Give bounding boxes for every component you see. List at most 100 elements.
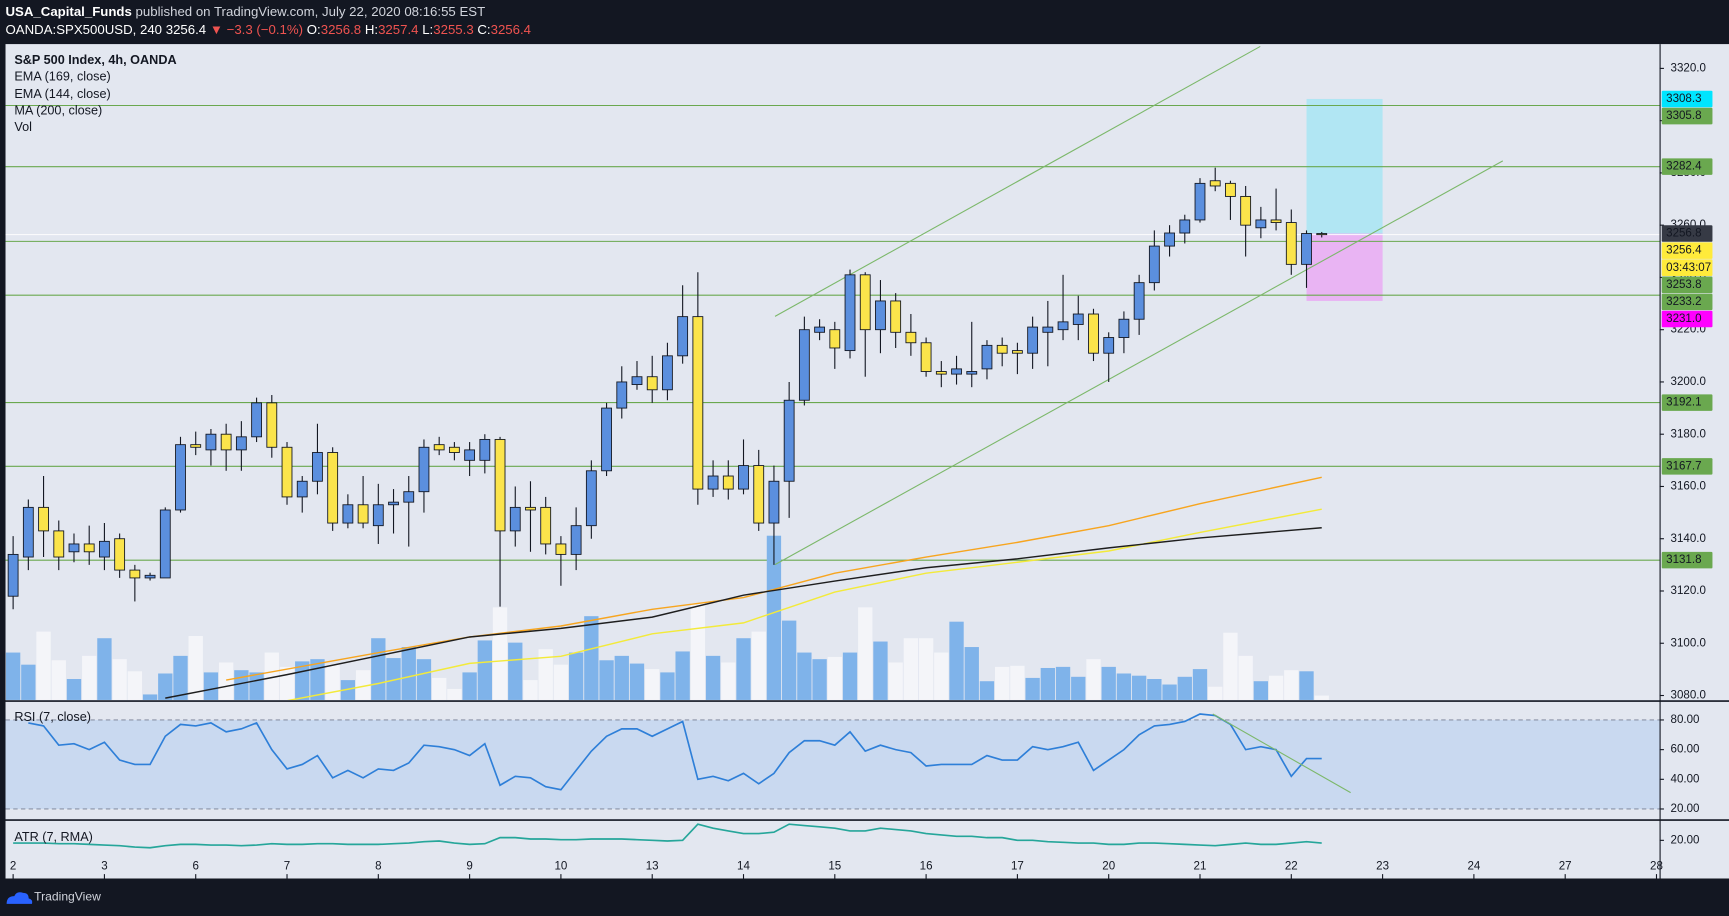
y-tick-label: 40.00 <box>1671 773 1700 785</box>
candle-body <box>875 300 886 331</box>
volume-bar <box>142 694 158 700</box>
volume-bar <box>416 659 432 700</box>
candle-body <box>935 371 947 375</box>
candle-body <box>159 509 171 579</box>
candle-body <box>859 274 871 331</box>
footer <box>0 878 1729 916</box>
candle-body <box>722 475 734 490</box>
volume-bar <box>462 672 477 700</box>
candle-body <box>494 438 506 532</box>
x-tick-label: 24 <box>1467 860 1480 872</box>
volume-bar <box>1086 659 1101 700</box>
x-tick-label: 22 <box>1285 860 1298 872</box>
price-label-box <box>1661 293 1713 311</box>
volume-bar <box>751 631 766 700</box>
volume-bar <box>386 658 401 700</box>
volume-bar <box>340 680 356 700</box>
volume-bar <box>918 638 934 700</box>
logo-icon <box>6 892 33 904</box>
candle-body <box>1148 245 1160 284</box>
volume-bar <box>979 681 995 700</box>
volume-bar <box>568 652 584 700</box>
y-tick-label: 20.00 <box>1671 834 1700 846</box>
volume-bar <box>1314 695 1329 700</box>
volume-bar <box>995 666 1010 700</box>
volume-bar <box>827 656 842 700</box>
price-label: 3167.7 <box>1666 460 1701 472</box>
candle-body <box>114 538 126 571</box>
y-tick-label: 3160.0 <box>1671 481 1706 493</box>
candle-body <box>585 470 597 527</box>
x-tick-label: 7 <box>284 860 290 872</box>
volume-bar <box>97 638 112 700</box>
x-tick-label: 27 <box>1559 860 1572 872</box>
volume-bar <box>842 652 858 700</box>
candle-body <box>1072 313 1084 325</box>
candle-body <box>1103 337 1115 354</box>
candle-body <box>190 444 202 448</box>
brand[interactable]: TradingView <box>34 889 101 903</box>
main-pane <box>5 45 1660 700</box>
chart-title: S&P 500 Index, 4h, OANDA <box>14 53 176 67</box>
candle-body <box>433 444 445 451</box>
y-tick-label: 3120.0 <box>1671 585 1706 597</box>
candle-body <box>266 402 278 448</box>
volume-bar <box>218 662 234 700</box>
volume-bar <box>690 602 706 700</box>
x-tick-label: 9 <box>466 860 472 872</box>
x-tick-label: 20 <box>1102 860 1115 872</box>
moving-average <box>287 508 1322 700</box>
volume-bar <box>477 640 492 700</box>
price-label-box <box>1661 242 1713 259</box>
candle-body <box>22 506 34 558</box>
ohlc-value: 3255.3 <box>433 21 473 36</box>
price-label-box <box>1661 90 1713 108</box>
price-label-box <box>1661 551 1713 569</box>
volume-bar <box>660 672 675 700</box>
volume-bar <box>797 652 812 700</box>
volume-bar <box>538 649 553 700</box>
legend-entry: EMA (169, close) <box>14 70 110 84</box>
volume-bar <box>158 673 173 700</box>
candle-body <box>570 525 582 555</box>
volume-bar <box>188 636 203 700</box>
price-label: 3131.8 <box>1666 554 1701 566</box>
rsi-band <box>5 719 1660 809</box>
x-tick-label: 6 <box>192 860 198 872</box>
candle-body <box>464 449 476 461</box>
volume-bar <box>1055 666 1071 700</box>
candle-body <box>753 465 765 524</box>
candle-body <box>38 506 49 532</box>
candle-body <box>814 326 825 333</box>
candle-body <box>220 433 232 451</box>
ohlc-label: O: <box>307 21 321 36</box>
volume-bar <box>721 662 736 700</box>
volume-bar <box>903 638 919 700</box>
legend-entry: EMA (144, close) <box>14 87 110 101</box>
volume-bar <box>82 655 97 700</box>
volume-bar <box>325 664 340 700</box>
volume-bar <box>873 641 888 700</box>
volume-bar <box>432 677 447 700</box>
volume-bar <box>279 666 295 700</box>
price-label: 3282.4 <box>1666 161 1702 173</box>
candle-body <box>1133 282 1145 320</box>
volume-bar <box>675 651 690 700</box>
candle-body <box>1088 313 1099 354</box>
price-label: 3256.8 <box>1666 228 1701 240</box>
volume-bar <box>949 621 964 700</box>
volume-bar <box>629 663 645 700</box>
volume-bar <box>1223 632 1238 700</box>
y-tick-label: 3200.0 <box>1671 376 1706 388</box>
price-label-box <box>1661 158 1713 175</box>
candle-body <box>966 371 978 375</box>
x-tick-label: 28 <box>1650 860 1663 872</box>
position-stop-zone <box>1306 233 1383 301</box>
candle-body <box>99 540 110 558</box>
candle-body <box>281 446 293 498</box>
last-price: 3256.4 <box>166 21 206 36</box>
candle-body <box>1316 233 1328 236</box>
volume-bar <box>173 655 188 700</box>
